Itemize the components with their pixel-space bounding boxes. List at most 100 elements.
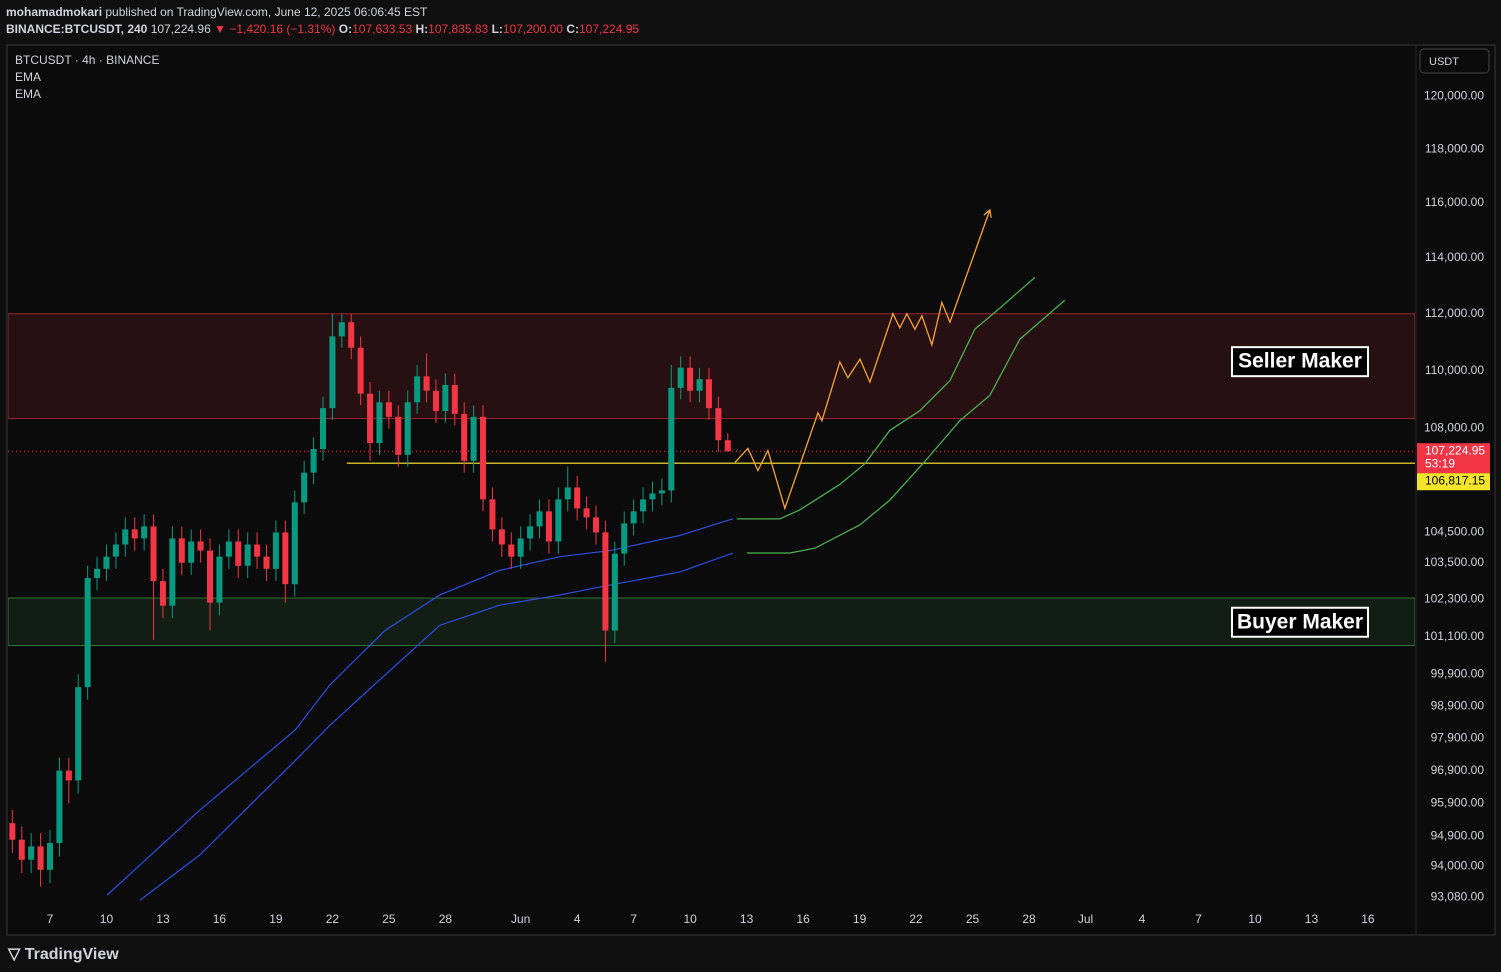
- ohlc-value: 107,224.95: [578, 22, 640, 36]
- y-tick-label: 93,080.00: [1431, 890, 1485, 904]
- x-tick-label: 10: [683, 912, 697, 926]
- y-tick-label: 103,500.00: [1424, 555, 1484, 569]
- x-tick-label: 16: [1361, 912, 1375, 926]
- y-tick-label: 95,900.00: [1431, 796, 1485, 810]
- candle-body: [508, 544, 515, 557]
- x-tick-label: 16: [213, 912, 227, 926]
- author: mohamadmokari: [6, 5, 103, 19]
- candle-body: [451, 384, 458, 414]
- x-tick-label: 16: [796, 912, 810, 926]
- ohlc-value: 107,835.83: [428, 22, 489, 36]
- candle-body: [131, 529, 138, 539]
- legend-item: EMA: [15, 87, 41, 101]
- candle-body: [112, 544, 119, 557]
- projection-line: [736, 276, 1036, 520]
- unit-label: USDT: [1429, 56, 1459, 68]
- x-tick-label: 19: [269, 912, 283, 926]
- candle-body: [207, 550, 214, 603]
- candle-body: [65, 770, 72, 781]
- candle-body: [357, 347, 364, 394]
- candle-body: [46, 843, 53, 870]
- zone-label: Seller Maker: [1238, 350, 1362, 373]
- x-tick-label: 28: [1022, 912, 1036, 926]
- candle-body: [188, 541, 195, 563]
- candle-body: [141, 526, 148, 539]
- x-tick-label: 7: [1195, 912, 1202, 926]
- y-tick-label: 120,000.00: [1424, 88, 1484, 102]
- candle-body: [18, 839, 25, 860]
- x-tick-label: 25: [382, 912, 396, 926]
- candle-body: [498, 529, 505, 545]
- ohlc-label: H:: [415, 22, 429, 36]
- candle-body: [197, 541, 204, 551]
- candle-body: [527, 526, 534, 539]
- x-tick-label: 7: [47, 912, 54, 926]
- candle-body: [56, 770, 63, 844]
- candle-body: [640, 499, 647, 512]
- candle-body: [75, 687, 82, 781]
- candle-body: [470, 416, 477, 461]
- published: published on TradingView.com, June 12, 2…: [105, 5, 428, 19]
- x-tick-label: 7: [630, 912, 637, 926]
- candle-body: [235, 541, 242, 566]
- ema-line: [106, 518, 734, 896]
- symbol: BINANCE:BTCUSDT, 240: [6, 22, 148, 36]
- y-tick-label: 98,900.00: [1431, 698, 1485, 712]
- zone-label: Buyer Maker: [1237, 610, 1363, 633]
- candle-body: [489, 499, 496, 530]
- candle-body: [414, 376, 421, 403]
- legend-item: EMA: [15, 70, 41, 84]
- candle-body: [480, 416, 487, 500]
- y-tick-label: 110,000.00: [1425, 363, 1484, 377]
- x-tick-label: Jun: [511, 912, 530, 926]
- candle-body: [301, 472, 308, 503]
- candle-body: [216, 556, 223, 603]
- candle-body: [696, 379, 703, 391]
- candle-body: [687, 367, 694, 391]
- candle-body: [423, 376, 430, 391]
- logo-text: TradingView: [24, 946, 119, 963]
- y-tick-label: 94,900.00: [1431, 829, 1485, 843]
- candle-body: [555, 499, 562, 542]
- unit-button[interactable]: [1419, 48, 1490, 74]
- candle-body: [28, 846, 35, 860]
- candle-body: [319, 408, 327, 450]
- y-tick-label: 94,000.00: [1431, 859, 1485, 873]
- candle-body: [348, 322, 355, 348]
- header-line: BINANCE:BTCUSDT, 240 107,224.96 ▼ −1,420…: [6, 21, 639, 38]
- zone-label-box: [1231, 346, 1369, 378]
- candle-body: [630, 511, 637, 524]
- x-tick-label: 10: [100, 912, 114, 926]
- chart: USDT BTCUSDT · 4h · BINANCE EMA EMA Sell…: [6, 44, 1496, 936]
- candle-body: [404, 402, 411, 455]
- legend-item: BTCUSDT · 4h · BINANCE: [15, 53, 159, 67]
- candle-body: [583, 508, 590, 518]
- candle-body: [178, 538, 185, 563]
- y-tick-label: 99,900.00: [1431, 667, 1485, 681]
- candle-body: [602, 532, 609, 631]
- candle-body: [329, 336, 336, 409]
- ohlc-label: C:: [566, 22, 579, 36]
- candle-body: [84, 578, 91, 688]
- y-tick-label: 108,000.00: [1424, 421, 1484, 435]
- ema-line: [139, 552, 734, 901]
- candle-body: [9, 823, 16, 840]
- candle-body: [574, 487, 581, 509]
- candle-body: [649, 493, 656, 500]
- candle-body: [545, 511, 552, 542]
- current-price-label: 107,224.95: [1425, 443, 1485, 457]
- candle-body: [668, 387, 675, 491]
- candle-body: [263, 556, 270, 569]
- x-tick-label: 22: [326, 912, 340, 926]
- candle-body: [159, 581, 166, 606]
- candle-body: [517, 538, 524, 557]
- countdown-label: 53:19: [1425, 456, 1455, 470]
- candle-body: [461, 413, 468, 461]
- candle-body: [310, 449, 317, 473]
- zone-label-box: [1231, 606, 1369, 638]
- y-tick-label: 116,000.00: [1425, 195, 1484, 209]
- header-line: mohamadmokari published on TradingView.c…: [6, 4, 639, 21]
- candle-body: [724, 440, 731, 452]
- y-tick-label: 112,000.00: [1425, 306, 1484, 320]
